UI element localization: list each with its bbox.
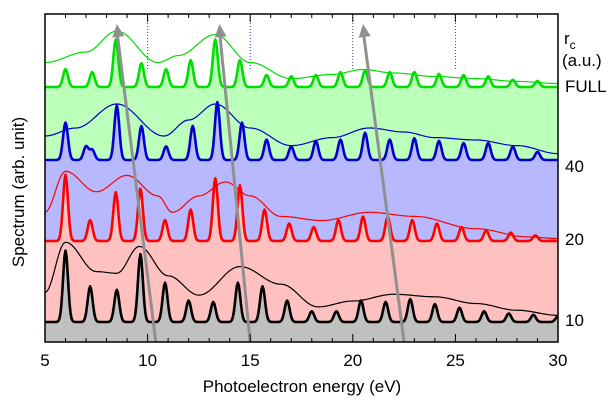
series-line-10 [44,249,559,324]
x-tick-label-25: 25 [446,351,465,370]
x-tick-label-5: 5 [40,351,49,370]
series-label-10: 10 [565,311,584,330]
series-fills [45,39,558,343]
series-fill-10 [45,250,558,342]
series-envelope-20 [44,170,559,240]
x-axis-label: Photoelectron energy (eV) [203,377,401,396]
legend-title-r: r [564,29,570,48]
x-tick-label-20: 20 [343,351,362,370]
series-line-20 [44,173,559,243]
series-envelope-FULL [44,30,559,85]
series-line-40 [44,100,559,162]
series-label-20: 20 [565,230,584,249]
series-labels: 10 20 40 FULL [565,77,607,330]
legend-title-units: (a.u.) [562,51,602,70]
top-axis-gridlines [147,14,456,70]
x-tick-labels: 5 10 15 20 25 30 [40,351,567,370]
x-tick-label-10: 10 [138,351,157,370]
series-line-FULL [44,38,559,89]
series-envelope-40 [44,103,559,155]
legend-title-subscript: c [570,38,576,52]
axis-ticks [44,14,559,342]
series-label-40: 40 [565,157,584,176]
arrow-head-1 [112,24,125,38]
arrow-shaft-1 [115,29,158,343]
series-lines [44,30,559,324]
legend-title: rc (a.u.) [562,29,602,70]
plot-area [44,13,559,343]
series-label-FULL: FULL [565,77,607,96]
arrow-shaft-2 [217,29,252,343]
arrow-head-3 [358,24,371,38]
y-axis-label: Spectrum (arb. unit) [9,117,28,267]
series-fill-20 [45,174,558,342]
x-tick-label-15: 15 [241,351,260,370]
peak-shift-arrows [112,24,406,343]
series-envelope-10 [44,241,559,316]
x-tick-label-30: 30 [549,351,568,370]
plot-frame [44,13,559,343]
arrow-head-2 [214,24,227,38]
svg-text:rc: rc [564,29,576,52]
arrow-shaft-3 [361,29,406,343]
